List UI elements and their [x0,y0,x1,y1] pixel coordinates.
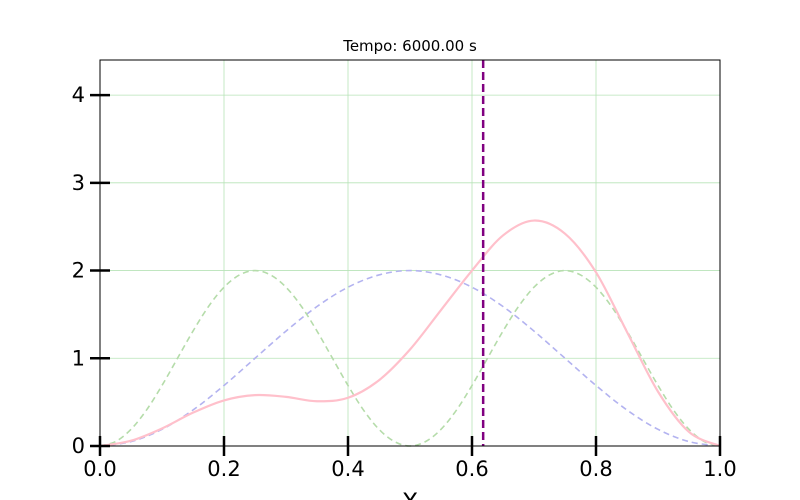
series-line-0 [99,269,721,447]
x-axis-ticks: 0.0 0.2 0.4 0.6 0.8 1.0 [83,436,737,481]
x-tick-label-3: 0.6 [455,457,488,481]
y-tick-label-4: 4 [72,83,85,107]
series-group [99,219,721,448]
x-tick-label-1: 0.2 [207,457,240,481]
x-tick-label-4: 0.8 [579,457,612,481]
y-axis-ticks: 0 1 2 3 4 [72,83,110,458]
y-tick-label-3: 3 [72,171,85,195]
series-line-2 [99,219,721,448]
plot-frame [99,59,721,447]
x-axis-label: X [402,488,418,500]
x-tick-label-0: 0.0 [83,457,116,481]
y-tick-label-1: 1 [72,346,85,370]
x-tick-label-2: 0.4 [331,457,364,481]
grid [100,60,720,446]
y-tick-label-2: 2 [72,259,85,283]
y-tick-label-0: 0 [72,434,85,458]
x-tick-label-5: 1.0 [703,457,736,481]
chart-title: Tempo: 6000.00 s [342,37,477,55]
